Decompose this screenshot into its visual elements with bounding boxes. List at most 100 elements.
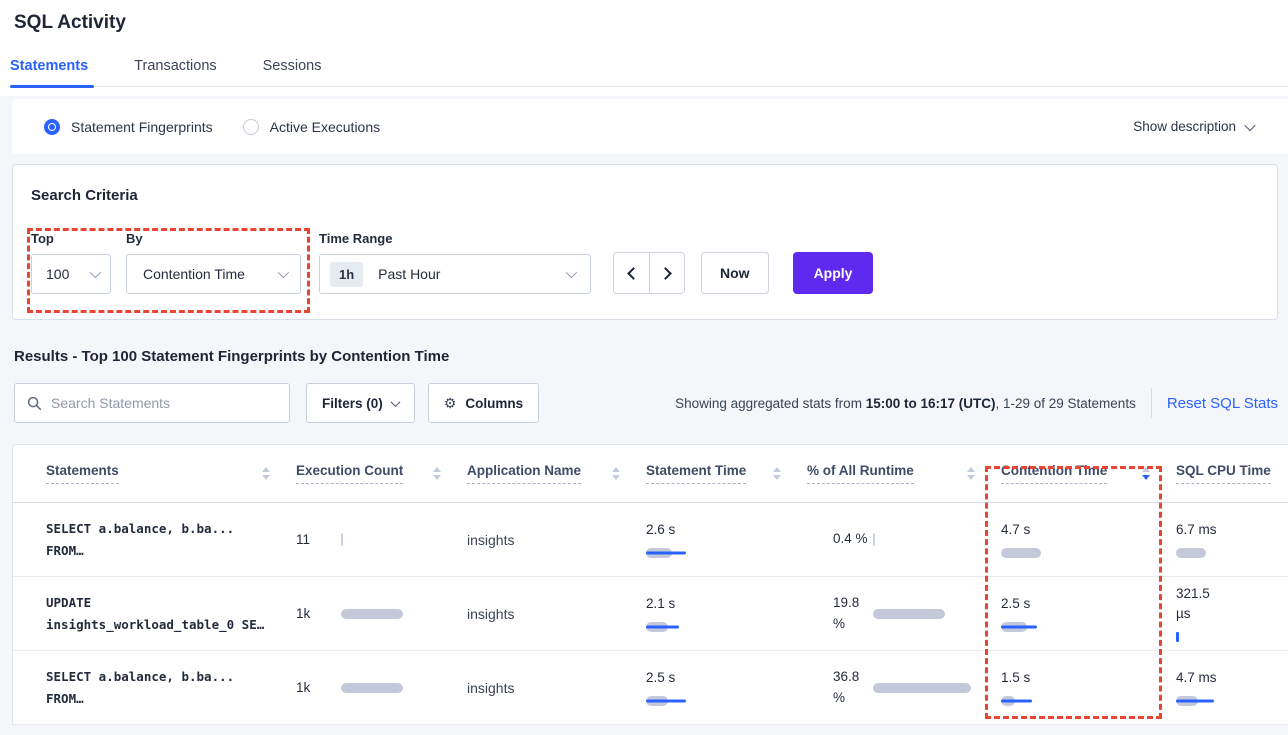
radio-selected-icon[interactable] (44, 118, 60, 135)
radio-label: Statement Fingerprints (71, 118, 213, 135)
statement-time-value: 2.1 s (646, 595, 676, 611)
statement-time-value: 2.5 s (646, 669, 676, 685)
runtime-pct-value: 36.8 % (833, 669, 860, 705)
table-row[interactable]: UPDATE insights_workload_table_0 SE… 1k … (13, 577, 1288, 651)
radio-active-executions[interactable]: Active Executions (242, 118, 381, 135)
contention-time-bar (1001, 620, 1176, 633)
search-statements-input[interactable] (51, 395, 279, 411)
col-header-statements[interactable]: Statements (46, 463, 296, 484)
col-header-runtime-pct[interactable]: % of All Runtime (807, 463, 1001, 484)
chevron-down-icon (1244, 119, 1256, 131)
search-statements-box[interactable] (14, 383, 290, 423)
search-criteria-title: Search Criteria (31, 187, 138, 204)
chevron-down-icon (89, 266, 102, 279)
results-heading: Results - Top 100 Statement Fingerprints… (14, 348, 450, 365)
col-label: Contention Time (1001, 463, 1108, 484)
columns-label: Columns (465, 395, 524, 411)
execution-count-value: 1k (296, 680, 311, 695)
chevron-down-icon (390, 396, 401, 407)
apply-button[interactable]: Apply (792, 252, 874, 294)
time-range-label: Time Range (319, 231, 393, 246)
time-range-value: Past Hour (378, 266, 441, 282)
radio-unselected-icon[interactable] (242, 118, 259, 135)
col-label: Statement Time (646, 463, 747, 484)
page-title: SQL Activity (14, 12, 126, 33)
col-label: Application Name (467, 463, 582, 484)
by-select-value: Contention Time (143, 266, 245, 282)
statement-time-bar (646, 546, 807, 559)
statement-fingerprint[interactable]: SELECT a.balance, b.ba... FROM… (46, 669, 235, 706)
search-icon (27, 396, 42, 410)
statement-time-bar (646, 694, 807, 707)
stats-time-range: 15:00 to 16:17 (UTC) (865, 395, 996, 411)
time-range-select[interactable]: 1h Past Hour (319, 254, 591, 294)
tab-bar: Statements Transactions Sessions (10, 58, 1288, 88)
top-select[interactable]: 100 (31, 254, 111, 294)
col-header-contention-time[interactable]: Contention Time (1001, 463, 1176, 484)
contention-time-value: 1.5 s (1001, 669, 1031, 685)
statements-table: Statements Execution Count Application N… (12, 444, 1288, 725)
radio-statement-fingerprints[interactable]: Statement Fingerprints (44, 118, 213, 135)
by-control: By Contention Time (126, 231, 301, 294)
by-label: By (126, 231, 143, 246)
application-name: insights (467, 531, 515, 548)
time-range-badge: 1h (330, 261, 364, 287)
filters-label: Filters (0) (322, 395, 383, 411)
chevron-down-icon (565, 266, 578, 279)
sql-cpu-time-value: 6.7 ms (1176, 521, 1217, 537)
runtime-pct-bar (873, 533, 875, 546)
sql-cpu-time-value: 321.5 µs (1176, 585, 1210, 621)
previous-time-button[interactable] (614, 253, 649, 293)
reset-sql-stats-link[interactable]: Reset SQL Stats (1166, 394, 1278, 412)
sort-icon[interactable] (612, 467, 620, 480)
filters-button[interactable]: Filters (0) (306, 383, 415, 423)
sort-icon[interactable] (1142, 467, 1150, 480)
page-header: SQL Activity Statements Transactions Ses… (0, 0, 1288, 88)
statement-fingerprint[interactable]: UPDATE insights_workload_table_0 SE… (46, 595, 265, 632)
radio-label: Active Executions (269, 118, 381, 135)
sort-icon[interactable] (433, 467, 441, 480)
time-step-buttons (613, 252, 685, 294)
sql-cpu-time-value: 4.7 ms (1176, 669, 1217, 685)
sql-cpu-time-bar (1176, 694, 1288, 707)
col-header-sql-cpu-time[interactable]: SQL CPU Time (1176, 463, 1288, 484)
sort-icon[interactable] (773, 467, 781, 480)
top-control: Top 100 (31, 231, 111, 294)
col-label: % of All Runtime (807, 463, 914, 484)
contention-time-bar (1001, 694, 1176, 707)
table-row[interactable]: SELECT a.balance, b.ba... FROM… 11 insig… (13, 503, 1288, 577)
col-label: Execution Count (296, 463, 404, 484)
col-header-statement-time[interactable]: Statement Time (646, 463, 807, 484)
time-range-control: Time Range 1h Past Hour (319, 231, 591, 294)
tab-statements[interactable]: Statements (10, 58, 95, 88)
top-label: Top (31, 231, 54, 246)
execution-count-value: 1k (296, 606, 311, 621)
statement-time-bar (646, 620, 807, 633)
next-time-button[interactable] (649, 253, 684, 293)
statement-fingerprint[interactable]: SELECT a.balance, b.ba... FROM… (46, 521, 235, 558)
table-row[interactable]: SELECT a.balance, b.ba... FROM… 1k insig… (13, 651, 1288, 725)
tab-transactions[interactable]: Transactions (134, 58, 217, 74)
chevron-right-icon (659, 266, 672, 280)
col-header-execution-count[interactable]: Execution Count (296, 463, 467, 484)
toolbar-divider (1150, 388, 1152, 418)
runtime-pct-bar (873, 607, 945, 620)
now-button[interactable]: Now (701, 252, 769, 294)
application-name: insights (467, 605, 515, 622)
contention-time-value: 2.5 s (1001, 595, 1031, 611)
col-label: SQL CPU Time (1176, 463, 1271, 484)
application-name: insights (467, 679, 515, 696)
show-description-label: Show description (1133, 119, 1236, 134)
runtime-pct-value: 0.4 % (833, 531, 868, 547)
execution-count-bar (341, 533, 343, 546)
results-toolbar: Filters (0) ⚙ Columns Showing aggregated… (14, 383, 1278, 423)
sort-icon[interactable] (967, 467, 975, 480)
col-header-application-name[interactable]: Application Name (467, 463, 646, 484)
execution-count-bar (341, 681, 403, 694)
tab-sessions[interactable]: Sessions (262, 58, 322, 74)
columns-button[interactable]: ⚙ Columns (427, 383, 540, 423)
show-description-toggle[interactable]: Show description (1133, 119, 1256, 134)
sort-icon[interactable] (262, 467, 270, 480)
by-select[interactable]: Contention Time (126, 254, 301, 294)
top-select-value: 100 (46, 266, 70, 282)
